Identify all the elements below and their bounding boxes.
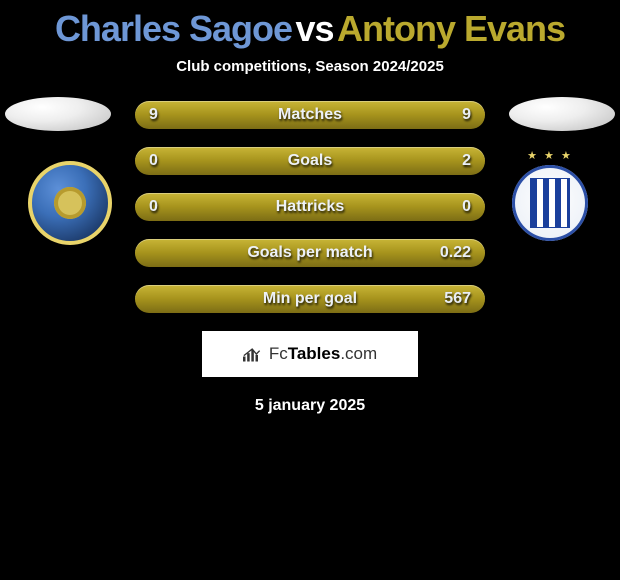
stat-value-right: 0 xyxy=(462,193,471,221)
player-left-name: Charles Sagoe xyxy=(55,8,292,49)
bars-icon xyxy=(243,346,263,362)
stat-bar: Min per goal567 xyxy=(135,285,485,313)
stat-value-right: 2 xyxy=(462,147,471,175)
stat-value-right: 567 xyxy=(444,285,471,313)
stat-bar: 0Hattricks0 xyxy=(135,193,485,221)
stat-label: Goals per match xyxy=(135,239,485,267)
stat-bar: 9Matches9 xyxy=(135,101,485,129)
comparison-arena: ★ ★ ★ 9Matches90Goals20Hattricks0Goals p… xyxy=(0,101,620,313)
club-crest-left xyxy=(28,161,112,245)
shrewsbury-crest-icon xyxy=(28,161,112,245)
stat-bar: 0Goals2 xyxy=(135,147,485,175)
stat-bars: 9Matches90Goals20Hattricks0Goals per mat… xyxy=(135,101,485,313)
player-right-name: Antony Evans xyxy=(337,8,565,49)
stat-value-right: 9 xyxy=(462,101,471,129)
vs-text: vs xyxy=(296,8,334,49)
stat-bar: Goals per match0.22 xyxy=(135,239,485,267)
stat-label: Hattricks xyxy=(135,193,485,221)
player-right-oval xyxy=(509,97,615,131)
stat-label: Matches xyxy=(135,101,485,129)
stat-label: Min per goal xyxy=(135,285,485,313)
brand-text: FcTables.com xyxy=(269,344,377,364)
huddersfield-crest-icon xyxy=(512,165,588,241)
comparison-title: Charles Sagoe vs Antony Evans xyxy=(0,0,620,50)
stat-value-right: 0.22 xyxy=(440,239,471,267)
brand-watermark: FcTables.com xyxy=(202,331,418,377)
stat-label: Goals xyxy=(135,147,485,175)
snapshot-date: 5 january 2025 xyxy=(0,397,620,415)
club-crest-right: ★ ★ ★ xyxy=(508,161,592,245)
player-left-oval xyxy=(5,97,111,131)
crest-stars-icon: ★ ★ ★ xyxy=(508,149,592,162)
season-subtitle: Club competitions, Season 2024/2025 xyxy=(0,58,620,75)
